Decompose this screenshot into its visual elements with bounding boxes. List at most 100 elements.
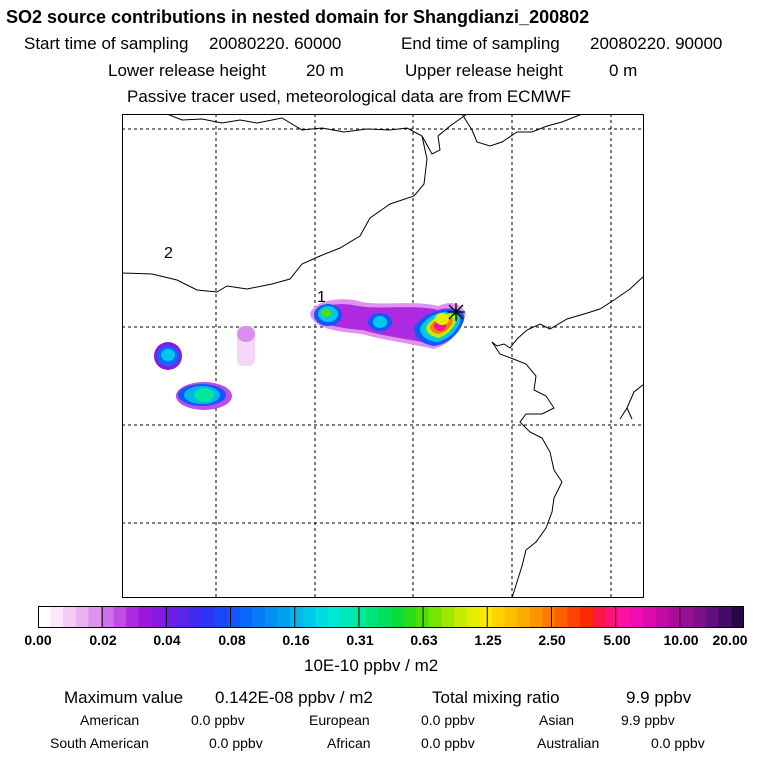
region-name: African (327, 735, 371, 751)
colorbar-cell (567, 606, 581, 628)
region-name: South American (50, 735, 149, 751)
lat-lon-grid (122, 114, 644, 598)
colorbar-tick: 0.31 (346, 632, 374, 648)
colorbar-cell (302, 606, 316, 628)
colorbar-cell (630, 606, 644, 628)
total-mixing-label: Total mixing ratio (432, 688, 560, 707)
upper-height-label: Upper release height (405, 61, 563, 80)
map-panel: 1 2 (122, 114, 644, 598)
colorbar-cell (731, 606, 744, 628)
colorbar-tick: 0.02 (89, 632, 117, 648)
colorbar-cell (189, 606, 203, 628)
colorbar-cell (554, 606, 569, 628)
colorbar-tick: 2.50 (538, 632, 566, 648)
colorbar-cell (327, 606, 342, 628)
colorbar-cell (164, 606, 178, 628)
colorbar-cell (340, 606, 354, 628)
colorbar-cell (680, 606, 695, 628)
region-value: 0.0 ppbv (421, 735, 475, 751)
colorbar-unit: 10E-10 ppbv / m2 (304, 656, 439, 675)
colorbar-tick: 5.00 (603, 632, 631, 648)
colorbar-cell (214, 606, 228, 628)
start-time-value: 20080220. 60000 (209, 34, 342, 53)
plume-west (154, 326, 255, 410)
colorbar-cell (88, 606, 102, 628)
colorbar-cell (315, 606, 329, 628)
plume-main (310, 299, 466, 349)
colorbar-cell (353, 606, 367, 628)
colorbar-cell (655, 606, 669, 628)
colorbar (38, 606, 744, 628)
colorbar-tick: 1.25 (474, 632, 502, 648)
colorbar-cell (277, 606, 291, 628)
colorbar-cell (504, 606, 518, 628)
region-label-2: 2 (164, 245, 173, 262)
max-value: 0.142E-08 ppbv / m2 (215, 688, 373, 707)
colorbar-cell (693, 606, 707, 628)
colorbar-cell (113, 606, 127, 628)
colorbar-cell (378, 606, 392, 628)
colorbar-cell (264, 606, 279, 628)
region-value: 9.9 ppbv (621, 712, 675, 728)
colorbar-cell (454, 606, 468, 628)
lower-height-value: 20 m (306, 61, 344, 80)
colorbar-cell (517, 606, 531, 628)
colorbar-cell (126, 606, 140, 628)
region-name: European (309, 712, 370, 728)
region-name: Asian (539, 712, 575, 728)
colorbar-cell (138, 606, 153, 628)
colorbar-cell (176, 606, 190, 628)
colorbar-tick: 0.16 (282, 632, 310, 648)
colorbar-cell (643, 606, 657, 628)
colorbar-cell (706, 606, 720, 628)
colorbar-cell (391, 606, 405, 628)
colorbar-cell (403, 606, 417, 628)
end-time-value: 20080220. 90000 (590, 34, 723, 53)
colorbar-cell (239, 606, 253, 628)
colorbar-tick: 20.00 (712, 632, 748, 648)
region-name: Australian (537, 735, 600, 751)
colorbar-cell (580, 606, 594, 628)
colorbar-cell (252, 606, 266, 628)
colorbar-cell (428, 606, 443, 628)
tracer-note: Passive tracer used, meteorological data… (127, 87, 572, 106)
colorbar-cell (718, 606, 732, 628)
colorbar-cell (101, 606, 115, 628)
upper-height-value: 0 m (609, 61, 638, 80)
colorbar-tick: 0.04 (153, 632, 181, 648)
region-value: 0.0 ppbv (191, 712, 245, 728)
max-value-label: Maximum value (64, 688, 184, 707)
colorbar-tick: 0.08 (218, 632, 246, 648)
end-time-label: End time of sampling (401, 34, 560, 53)
region-value: 0.0 ppbv (209, 735, 263, 751)
colorbar-cell (50, 606, 64, 628)
colorbar-cell (668, 606, 682, 628)
region-label-1: 1 (317, 289, 326, 306)
start-time-label: Start time of sampling (24, 34, 189, 53)
colorbar-cell (479, 606, 493, 628)
colorbar-cell (38, 606, 52, 628)
colorbar-cell (605, 606, 619, 628)
colorbar-tick: 0.63 (410, 632, 438, 648)
colorbar-cell (75, 606, 90, 628)
region-value: 0.0 ppbv (651, 735, 705, 751)
colorbar-cell (63, 606, 77, 628)
colorbar-cell (151, 606, 165, 628)
colorbar-cell (227, 606, 241, 628)
colorbar-cell (441, 606, 455, 628)
total-mixing-value: 9.9 ppbv (626, 688, 692, 707)
country-borders (122, 114, 644, 598)
colorbar-cell (529, 606, 543, 628)
colorbar-cell (592, 606, 606, 628)
colorbar-cell (365, 606, 379, 628)
region-value: 0.0 ppbv (421, 712, 475, 728)
colorbar-cell (617, 606, 632, 628)
colorbar-tick: 0.00 (24, 632, 52, 648)
chart-title: SO2 source contributions in nested domai… (6, 7, 590, 27)
region-name: American (80, 712, 140, 728)
lower-height-label: Lower release height (108, 61, 266, 80)
colorbar-cell (290, 606, 304, 628)
colorbar-tick: 10.00 (663, 632, 699, 648)
colorbar-cell (542, 606, 556, 628)
colorbar-cell (201, 606, 216, 628)
